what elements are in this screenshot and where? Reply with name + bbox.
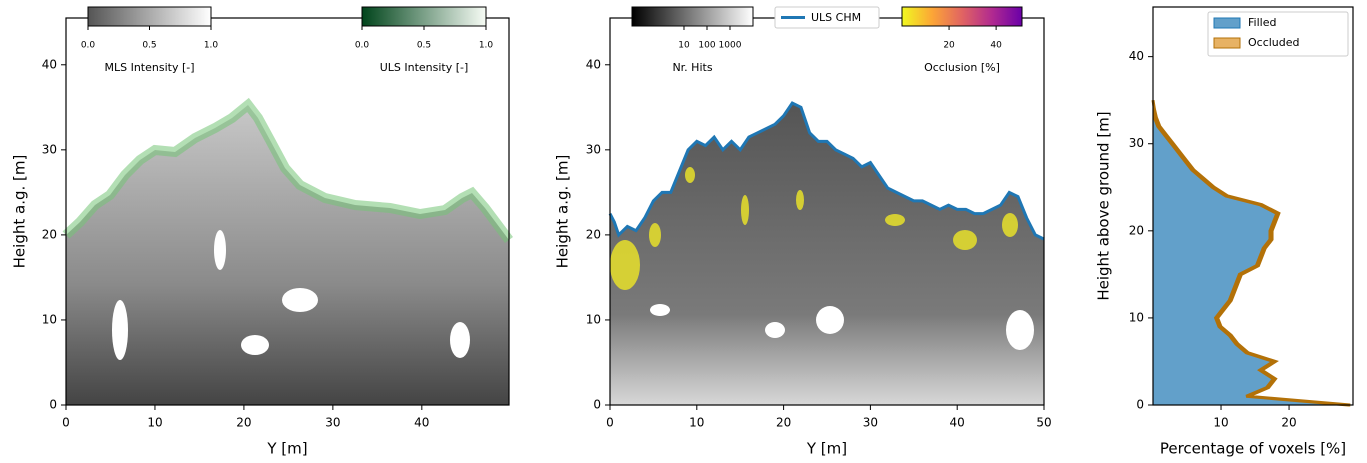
legend-label: Occluded (1248, 36, 1300, 49)
colorbar-label: Occlusion [%] (924, 61, 1000, 74)
colorbar (361, 6, 487, 27)
y-tick-label: 30 (586, 142, 601, 156)
y-axis-label: Height a.g. [m] (11, 155, 29, 269)
x-axis-label: Y [m] (806, 440, 847, 458)
y-tick-label: 10 (1129, 310, 1144, 324)
occlusion (1002, 213, 1018, 237)
gap (282, 288, 318, 312)
colorbar-tick-label: 0.0 (355, 41, 370, 51)
legend-swatch (1213, 17, 1241, 29)
x-tick-label: 0 (606, 416, 614, 430)
colorbar-tick-label: 0.0 (81, 41, 96, 51)
x-tick-label: 10 (689, 416, 704, 430)
colorbar-label: MLS Intensity [-] (104, 61, 194, 74)
x-tick-label: 10 (1213, 416, 1228, 430)
colorbar-tick-label: 20 (943, 41, 955, 51)
x-tick-label: 30 (863, 416, 878, 430)
axes-frame (65, 17, 510, 406)
x-axis-label: Y [m] (266, 440, 307, 458)
gap (650, 304, 670, 316)
uls-canopy (62, 97, 513, 243)
hit-density (610, 103, 1044, 406)
y-tick-label: 0 (49, 398, 57, 412)
x-tick-label: 10 (147, 416, 162, 430)
gap (241, 335, 269, 355)
y-tick-label: 30 (1129, 136, 1144, 150)
gap (450, 322, 470, 358)
y-tick-label: 10 (586, 312, 601, 326)
occlusion (741, 195, 749, 225)
y-tick-label: 30 (42, 142, 57, 156)
y-axis-label: Height a.g. [m] (554, 155, 572, 269)
x-tick-label: 20 (1281, 416, 1296, 430)
occlusion (685, 167, 695, 183)
occlusion (796, 190, 804, 210)
y-tick-label: 40 (586, 57, 601, 71)
colorbar (631, 6, 754, 27)
legend-box (774, 6, 880, 29)
y-tick-label: 20 (586, 227, 601, 241)
colorbar-tick-label: 40 (990, 41, 1002, 51)
y-tick-label: 40 (42, 57, 57, 71)
x-axis-label: Percentage of voxels [%] (1160, 440, 1346, 458)
gap (112, 300, 128, 360)
colorbar (901, 6, 1023, 27)
occlusion (885, 214, 905, 226)
gap (816, 306, 844, 334)
x-tick-label: 0 (62, 416, 70, 430)
colorbar-tick-label: 1.0 (204, 41, 219, 51)
legend-label: Filled (1248, 16, 1276, 29)
y-tick-label: 0 (1136, 398, 1144, 412)
legend-swatch (1213, 37, 1241, 49)
colorbar-tick-label: 0.5 (142, 41, 156, 51)
colorbar-tick-label: 1000 (719, 41, 742, 51)
axes-frame (1152, 6, 1354, 406)
y-axis-label: Height above ground [m] (1095, 111, 1113, 300)
y-tick-label: 20 (42, 227, 57, 241)
legend-label: ULS CHM (811, 11, 861, 24)
chm-line (608, 101, 1045, 241)
x-tick-label: 20 (776, 416, 791, 430)
area-0 (1152, 100, 1349, 406)
legend-box (1207, 11, 1349, 57)
x-tick-label: 30 (325, 416, 340, 430)
occlusion (953, 230, 977, 250)
colorbar-label: ULS Intensity [-] (380, 61, 469, 74)
y-tick-label: 10 (42, 312, 57, 326)
gap (1006, 310, 1034, 350)
x-tick-label: 20 (236, 416, 251, 430)
gap (765, 322, 785, 338)
area-1 (1151, 99, 1351, 407)
colorbar-tick-label: 10 (678, 41, 690, 51)
occlusion (649, 223, 661, 247)
colorbar-tick-label: 1.0 (479, 41, 494, 51)
occlusion (610, 240, 640, 290)
colorbar-tick-label: 100 (698, 41, 715, 51)
x-tick-label: 40 (950, 416, 965, 430)
x-tick-label: 50 (1036, 416, 1051, 430)
colorbar (87, 6, 212, 27)
point-cloud (66, 105, 509, 405)
colorbar-tick-label: 0.5 (417, 41, 431, 51)
y-tick-label: 40 (1129, 49, 1144, 63)
y-tick-label: 0 (593, 398, 601, 412)
gap (214, 230, 226, 270)
y-tick-label: 20 (1129, 223, 1144, 237)
x-tick-label: 40 (414, 416, 429, 430)
colorbar-label: Nr. Hits (672, 61, 712, 74)
